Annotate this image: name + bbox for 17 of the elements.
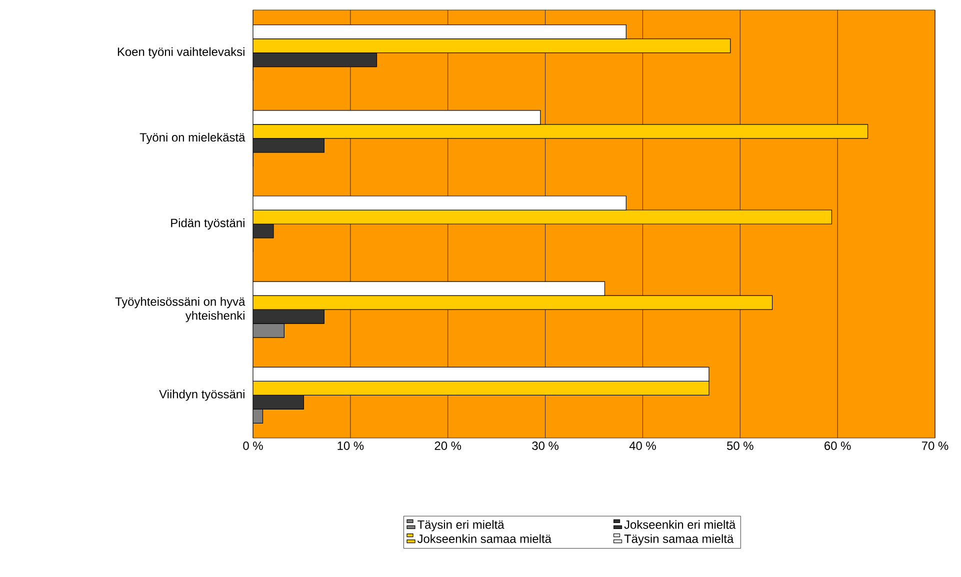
x-tick-label: 10 %	[338, 442, 364, 450]
x-tick-label: 20 %	[434, 442, 462, 450]
x-tick-label: 0 %	[243, 442, 263, 450]
x-tick-label: 30 %	[532, 442, 558, 450]
x-tick-label: 70 %	[922, 442, 948, 450]
y-tick-label: Työni on mielekästä	[140, 132, 246, 144]
y-tick-label: Työyhteisössäni on hyvä yhteishenki	[115, 297, 246, 322]
y-tick-label: Koen työni vaihtelevaksi	[118, 47, 244, 58]
legend-label: Täysin samaa mieltä	[624, 534, 734, 546]
legend-label: Täysin eri mieltä	[418, 520, 504, 532]
y-tick-label: Pidän työstäni	[171, 218, 244, 230]
legend-label: Jokseenkin eri mieltä	[624, 520, 736, 529]
legend-label: Jokseenkin samaa mieltä	[417, 534, 552, 543]
x-tick-label: 40 %	[629, 442, 656, 450]
x-tick-label: 50 %	[727, 442, 754, 450]
y-tick-label: Viihdyn työssäni	[159, 390, 244, 401]
x-tick-label: 60 %	[824, 442, 851, 450]
